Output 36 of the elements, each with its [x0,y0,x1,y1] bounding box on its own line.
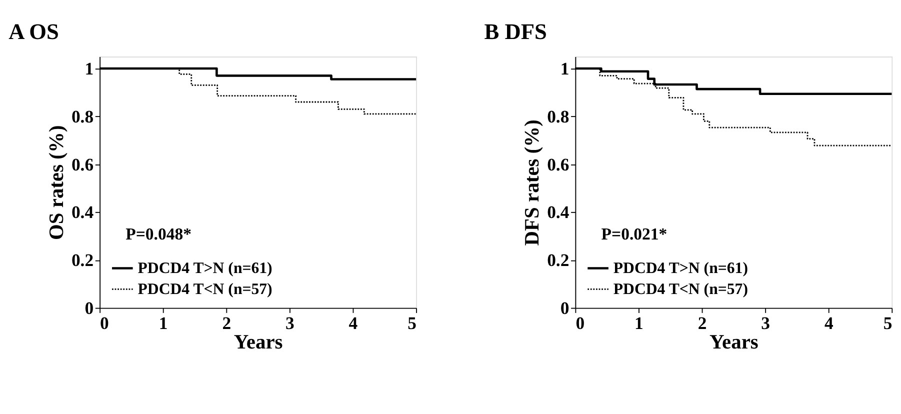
x-tick-label: 2 [698,312,707,333]
chart-title: B DFS [484,18,547,44]
y-tick-label: 0.6 [71,154,94,174]
x-tick-label: 5 [883,312,892,333]
x-tick-label: 3 [286,312,295,333]
x-tick-label: 4 [348,312,358,333]
annotation: P=0.048* [126,224,192,244]
x-tick-label: 1 [158,312,168,333]
legend-label: PDCD4 T<N (n=57) [138,280,272,298]
y-tick-label: 1 [560,58,570,79]
y-tick-label: 0 [560,298,570,318]
y-tick-label: 0 [84,298,94,318]
y-tick-label: 0.8 [547,106,570,126]
legend-label: PDCD4 T<N (n=57) [613,280,748,298]
x-tick-label: 1 [634,312,644,333]
legend-label: PDCD4 T>N (n=61) [613,260,748,277]
x-tick-label: 0 [100,312,110,333]
x-tick-label: 2 [222,312,232,333]
y-axis-title: OS rates (%) [46,125,68,240]
y-tick-label: 0.2 [71,250,94,270]
y-tick-label: 0.4 [547,202,570,222]
y-tick-label: 0.6 [547,154,570,174]
y-tick-label: 0.8 [71,106,94,126]
annotation: P=0.021* [601,224,668,244]
x-tick-label: 4 [824,312,834,333]
x-axis-title: Years [709,331,758,354]
x-axis-title: Years [234,331,283,354]
y-tick-label: 1 [84,58,94,79]
y-axis-title: DFS rates (%) [522,120,544,246]
x-tick-label: 3 [761,312,770,333]
legend-label: PDCD4 T>N (n=61) [138,260,272,277]
x-tick-label: 0 [576,312,585,333]
y-tick-label: 0.4 [71,202,94,222]
chart-title: A OS [8,18,59,44]
y-tick-label: 0.2 [547,250,570,270]
x-tick-label: 5 [408,312,417,333]
